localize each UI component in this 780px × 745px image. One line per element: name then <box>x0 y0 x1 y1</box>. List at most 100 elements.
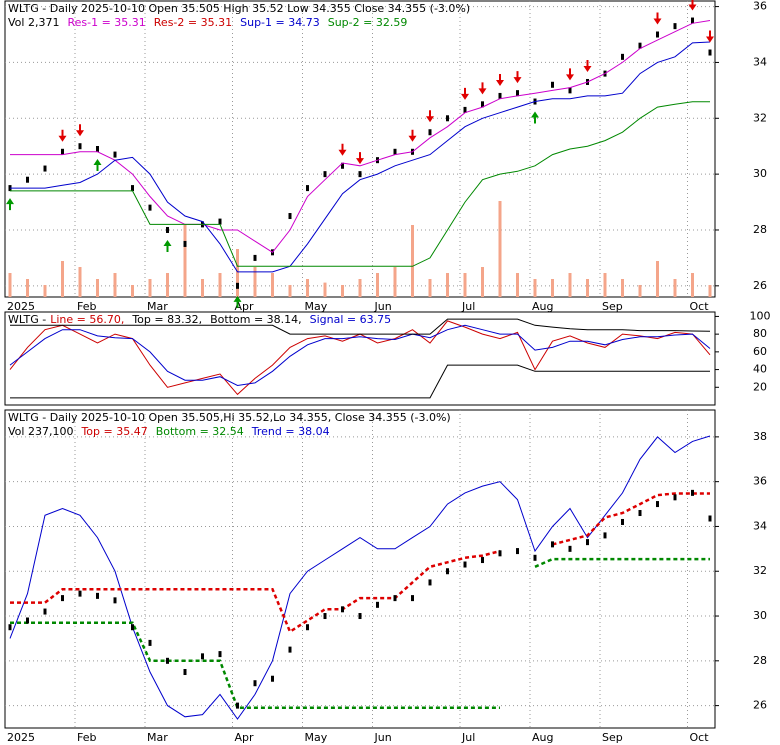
x-tick-label: Sep <box>602 731 623 744</box>
price-bar <box>463 106 467 113</box>
price-bar <box>8 624 12 631</box>
volume-bar <box>691 273 694 297</box>
x-tick-label: 2025 <box>7 300 35 313</box>
price-bar <box>166 657 169 664</box>
x-tick-label: Mar <box>147 731 168 744</box>
sell-arrow <box>566 68 574 81</box>
x-tick-label: May <box>305 300 328 313</box>
x-tick-label: Aug <box>532 300 553 313</box>
price-bar <box>498 92 502 99</box>
volume-bar <box>516 273 519 297</box>
legend-text: Sup-2 = 32.59 <box>328 16 408 29</box>
series-line <box>10 364 711 399</box>
price-bar <box>61 595 64 602</box>
price-bar <box>621 53 624 60</box>
sell-arrow <box>58 129 67 142</box>
x-tick-label: Mar <box>147 300 168 313</box>
price-bar <box>621 518 624 525</box>
sell-arrow <box>356 152 364 165</box>
volume-bar <box>131 285 134 297</box>
price-bar <box>638 510 642 517</box>
volume-bar <box>26 279 29 297</box>
series-line <box>9 324 711 387</box>
volume-bar <box>673 279 677 297</box>
volume-bar <box>271 273 274 297</box>
sell-arrow <box>478 82 487 95</box>
price-bar <box>113 151 117 158</box>
y-tick-label: 20 <box>753 380 767 393</box>
sell-arrow <box>426 110 434 123</box>
price-bar <box>166 226 169 233</box>
price-bar <box>288 646 292 653</box>
price-bar <box>183 240 187 247</box>
price-bar <box>446 568 449 575</box>
volume-bar <box>113 273 117 297</box>
legend-text: Line = 56.70, <box>50 313 124 326</box>
series-line <box>10 41 711 273</box>
price-bar <box>481 101 484 108</box>
price-bar <box>516 90 519 97</box>
price-bar <box>26 176 29 183</box>
price-bar <box>498 550 502 557</box>
volume-bar <box>446 273 449 297</box>
buy-arrow <box>233 295 242 308</box>
x-tick-label: May <box>305 731 328 744</box>
volume-bar <box>586 279 589 297</box>
price-bar <box>656 501 659 508</box>
buy-arrow <box>531 111 539 124</box>
volume-bar <box>201 279 204 297</box>
series-line <box>10 101 710 267</box>
price-bar <box>393 595 397 602</box>
price-bar <box>78 590 82 597</box>
price-bar <box>148 204 152 211</box>
price-bar <box>708 515 712 522</box>
volume-bar <box>43 285 47 297</box>
price-bar <box>306 624 309 631</box>
price-bar <box>428 579 432 586</box>
price-bar <box>236 702 239 709</box>
price-bar <box>253 680 257 687</box>
price-bar <box>358 171 362 178</box>
legend-text: Res-1 = 35.31 <box>67 16 145 29</box>
x-tick-label: Feb <box>77 731 96 744</box>
legend-text: Signal = 63.75 <box>310 313 392 326</box>
volume-bar <box>78 267 82 297</box>
price-bar <box>96 146 99 152</box>
price-bar <box>603 532 607 539</box>
volume-bar <box>568 273 572 297</box>
sell-arrow <box>513 71 522 84</box>
price-bar <box>656 31 659 38</box>
panel-title: WLTG - Daily 2025-10-10 Open 35.505,Hi 3… <box>8 411 451 424</box>
price-bar <box>428 129 432 136</box>
price-bar <box>96 592 99 599</box>
price-bar <box>568 87 572 94</box>
sell-arrow <box>461 87 469 100</box>
y-tick-label: 32 <box>753 564 767 577</box>
volume-bar <box>551 279 554 297</box>
price-bar <box>673 494 677 501</box>
volume-bar <box>603 273 607 297</box>
x-tick-label: Oct <box>690 731 710 744</box>
legend-text: Vol 2,371 <box>8 16 59 29</box>
volume-bar <box>61 261 64 297</box>
buy-arrow <box>163 239 172 252</box>
y-tick-label: 36 <box>753 475 767 488</box>
legend-text: Bottom = 38.14, <box>210 313 302 326</box>
y-tick-label: 30 <box>753 609 767 622</box>
price-bar <box>376 601 379 608</box>
sell-arrow <box>706 30 714 43</box>
price-bar <box>691 17 694 24</box>
price-bar <box>253 254 257 261</box>
volume-bar <box>621 279 624 297</box>
y-tick-label: 80 <box>753 327 767 340</box>
panel-title: WLTG - Daily 2025-10-10 Open 35.505 High… <box>8 2 470 15</box>
buy-arrow <box>6 198 14 211</box>
volume-bar <box>428 279 432 297</box>
price-bar <box>533 554 537 561</box>
price-bar <box>113 597 117 604</box>
volume-bar <box>218 273 222 297</box>
level-line <box>10 557 710 710</box>
price-bar <box>323 171 327 178</box>
legend-text: Bottom = 32.54 <box>156 425 244 438</box>
